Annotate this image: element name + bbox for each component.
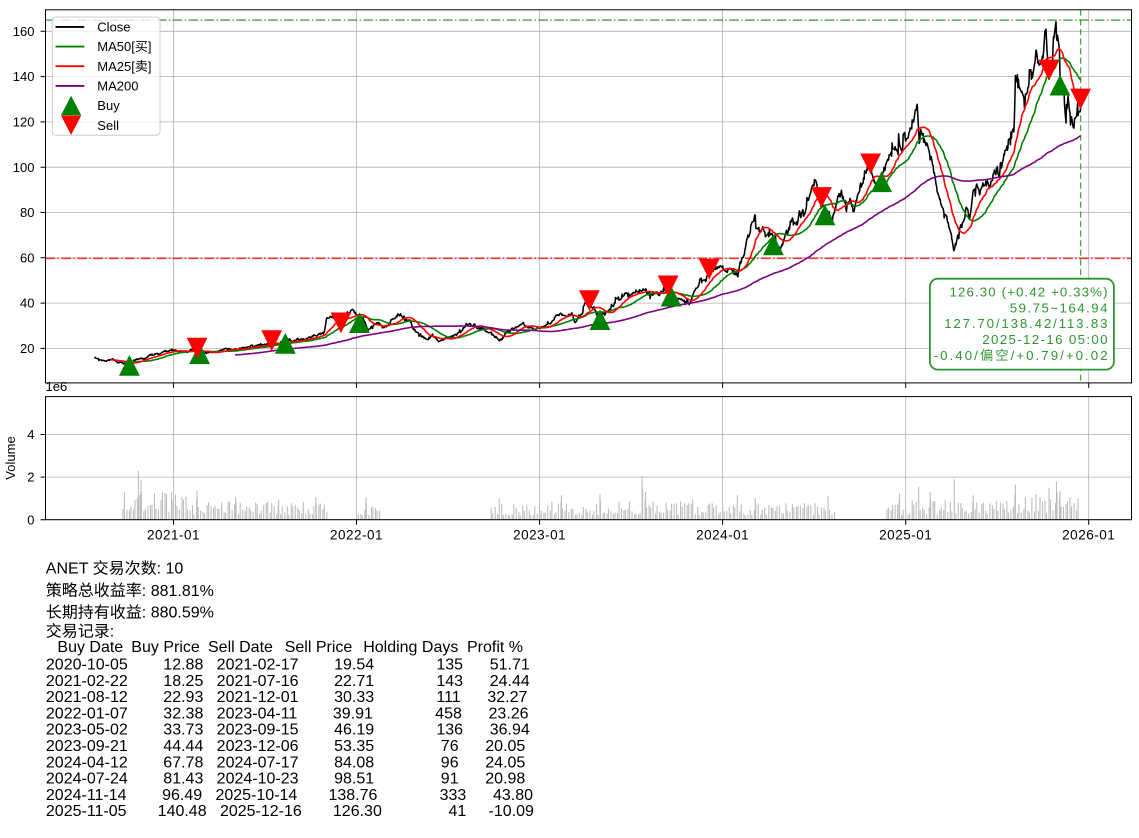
svg-text:2023-01: 2023-01 (513, 527, 566, 542)
svg-text:/+0.79/+0.02: /+0.79/+0.02 (1011, 348, 1110, 363)
svg-text:Sell Price: Sell Price (285, 639, 353, 656)
svg-text:80: 80 (20, 205, 34, 220)
svg-text:100: 100 (13, 160, 35, 175)
svg-text:]: ] (148, 59, 152, 74)
svg-text:2: 2 (27, 470, 34, 485)
svg-text:59.75~164.94: 59.75~164.94 (1010, 300, 1109, 315)
svg-text:2025-01: 2025-01 (879, 527, 932, 542)
svg-text:2025-11-05 140.48 2025: 2025-11-05 140.48 2025-12-16 126.30 41 -… (46, 803, 534, 820)
svg-text:Profit %: Profit % (467, 639, 523, 656)
svg-text:Volume: Volume (3, 436, 18, 479)
svg-text:126.30 (+0.42 +0.33%): 126.30 (+0.42 +0.33%) (950, 285, 1109, 300)
svg-text:40: 40 (20, 296, 34, 311)
svg-text:140: 140 (13, 69, 35, 84)
svg-text:4: 4 (27, 427, 34, 442)
svg-text:160: 160 (13, 24, 35, 39)
svg-text:0: 0 (27, 512, 34, 527)
svg-text:2020-10-05 12.88 2021: 2020-10-05 12.88 2021-02-17 19.54 135 51… (46, 657, 530, 674)
svg-text:20: 20 (20, 341, 34, 356)
svg-text:2024-11-14 96.49 2025: 2024-11-14 96.49 2025-10-14 138.76 333 4… (46, 787, 533, 804)
svg-text:60: 60 (20, 250, 34, 265)
svg-text:Holding Days: Holding Days (363, 639, 458, 656)
svg-text:ANET: ANET (46, 561, 89, 578)
svg-text:MA200: MA200 (97, 79, 138, 94)
svg-text:2023-05-02 33.73 2023: 2023-05-02 33.73 2023-09-15 46.19 136 36… (46, 722, 530, 739)
svg-text:2022-01-07 32.38 2023: 2022-01-07 32.38 2023-04-11 39.91 458 23… (46, 705, 529, 722)
svg-text:]: ] (148, 39, 152, 54)
svg-text:2021-02-22 18.25 2021: 2021-02-22 18.25 2021-07-16 22.71 143 24… (46, 673, 530, 690)
svg-text:2022-01: 2022-01 (330, 527, 383, 542)
svg-text:Buy Date: Buy Date (57, 639, 123, 656)
svg-text::: : (110, 624, 114, 641)
svg-text:MA25[: MA25[ (97, 59, 135, 74)
svg-text:127.70/138.42/113.83: 127.70/138.42/113.83 (944, 316, 1109, 331)
svg-text:Buy: Buy (97, 98, 120, 113)
svg-text:2023-09-21 44.44 2023: 2023-09-21 44.44 2023-12-06 53.35 76 20.… (46, 738, 526, 755)
svg-text:2021-08-12 22.93 2021: 2021-08-12 22.93 2021-12-01 30.33 111 32… (46, 689, 528, 706)
svg-text:: 10: : 10 (157, 561, 184, 578)
svg-text:2024-07-24 81.43 2024: 2024-07-24 81.43 2024-10-23 98.51 91 20.… (46, 771, 526, 788)
svg-text:120: 120 (13, 115, 35, 130)
svg-text:MA50[: MA50[ (97, 39, 135, 54)
svg-text:Close: Close (97, 20, 130, 35)
svg-text:Buy Price: Buy Price (131, 639, 200, 656)
svg-text:: 880.59%: : 880.59% (142, 605, 214, 622)
svg-text:2025-12-16 05:00: 2025-12-16 05:00 (982, 332, 1109, 347)
svg-text:2024-01: 2024-01 (696, 527, 749, 542)
svg-text:Sell Date: Sell Date (208, 639, 273, 656)
svg-text:1e6: 1e6 (46, 379, 68, 394)
svg-text:Sell: Sell (97, 118, 119, 133)
svg-text:: 881.81%: : 881.81% (142, 583, 214, 600)
svg-text:-0.40/: -0.40/ (934, 348, 980, 363)
svg-text:2026-01: 2026-01 (1062, 527, 1115, 542)
svg-text:2024-04-12 67.78 2024: 2024-04-12 67.78 2024-07-17 84.08 96 24.… (46, 754, 526, 771)
svg-text:2021-01: 2021-01 (147, 527, 200, 542)
